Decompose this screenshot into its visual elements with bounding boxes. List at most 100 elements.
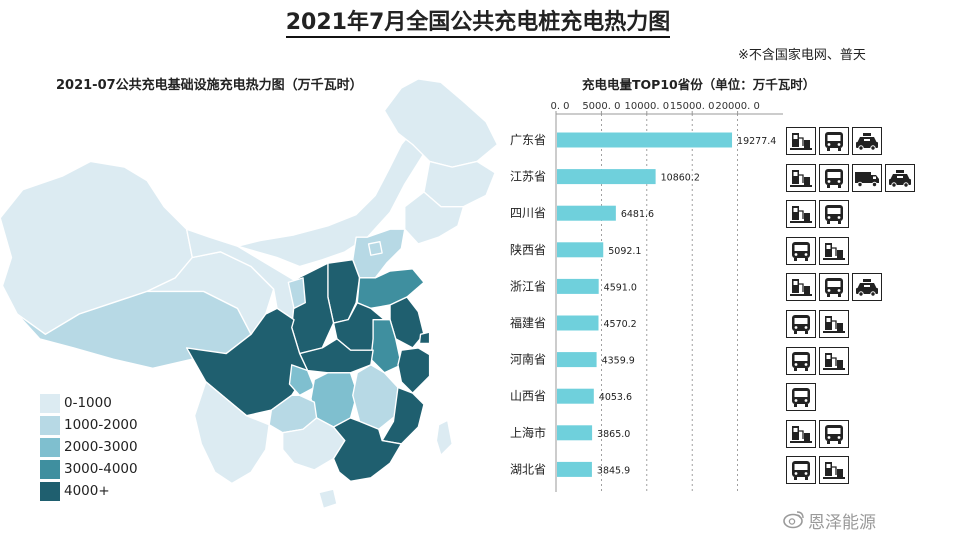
map-region-hubei	[298, 338, 374, 374]
category-label: 湖北省	[510, 461, 546, 476]
legend-label: 4000+	[64, 483, 110, 499]
charger-icon	[786, 200, 816, 229]
legend-item: 4000+	[40, 482, 170, 501]
page-title-text: 2021年7月全国公共充电桩充电热力图	[285, 10, 671, 38]
charger-icon	[786, 273, 816, 302]
legend-label: 2000-3000	[64, 439, 138, 455]
taxi-icon	[852, 127, 882, 155]
category-label: 四川省	[510, 206, 546, 220]
bar-chart-title: 充电电量TOP10省份（单位：万千瓦时）	[582, 77, 816, 92]
category-label: 河南省	[510, 352, 546, 367]
truck-icon	[852, 163, 882, 192]
charger-icon	[786, 127, 816, 155]
bar	[557, 461, 592, 477]
legend-label: 1000-2000	[64, 417, 138, 433]
map-region-guangdong	[332, 417, 403, 482]
bar	[557, 205, 616, 221]
bar	[557, 388, 594, 404]
map-region-hainan	[318, 488, 338, 510]
bar	[557, 278, 599, 294]
legend-item: 1000-2000	[40, 416, 170, 435]
value-label: 19277.4	[737, 136, 776, 147]
charger-icon	[786, 163, 816, 192]
bus-icon	[786, 310, 816, 338]
value-label: 4570.2	[603, 319, 636, 330]
bar	[557, 352, 597, 368]
charger-icon	[819, 310, 849, 338]
vehicle-icon-row	[786, 127, 882, 157]
vehicle-icon-row	[786, 310, 849, 340]
map-region-liaoning	[404, 191, 465, 245]
value-label: 4053.6	[599, 392, 632, 403]
x-tick-label: 20000. 0	[715, 101, 760, 112]
category-label: 广东省	[510, 133, 546, 147]
category-label: 陕西省	[510, 242, 546, 257]
bus-icon	[819, 127, 849, 155]
vehicle-icon-row	[786, 383, 816, 413]
map-region-chongqing	[288, 364, 316, 397]
bus-icon	[786, 236, 816, 265]
vehicle-icon-row	[786, 200, 849, 230]
bar	[557, 315, 599, 331]
vehicle-icon-row	[786, 456, 849, 486]
value-label: 3845.9	[597, 465, 630, 476]
x-tick-label: 10000. 0	[625, 101, 670, 112]
x-tick-label: 5000. 0	[582, 101, 620, 112]
legend-swatch	[40, 394, 60, 413]
charger-icon	[819, 456, 849, 485]
value-label: 4359.9	[602, 356, 635, 367]
vehicle-icon-row	[786, 419, 849, 450]
category-label: 江苏省	[510, 170, 546, 184]
vehicle-icon-row	[786, 273, 882, 303]
bus-icon	[819, 200, 849, 229]
category-label: 浙江省	[510, 279, 546, 293]
bar	[557, 242, 604, 258]
x-tick-label: 0. 0	[550, 101, 569, 112]
bus-icon	[786, 383, 816, 412]
value-label: 10860.2	[661, 173, 700, 184]
value-label: 3865.0	[597, 429, 630, 440]
bus-icon	[819, 419, 849, 448]
map-region-shanghai	[418, 331, 431, 345]
legend-label: 3000-4000	[64, 461, 138, 477]
legend-swatch	[40, 460, 60, 479]
legend-swatch	[40, 438, 60, 457]
legend-swatch	[40, 482, 60, 501]
category-label: 山西省	[510, 389, 546, 403]
value-label: 4591.0	[604, 282, 637, 293]
bar	[557, 132, 733, 148]
legend-swatch	[40, 416, 60, 435]
taxi-icon	[885, 163, 915, 192]
map-region-anhui	[370, 318, 403, 374]
charger-icon	[819, 346, 849, 375]
x-tick-label: 15000. 0	[670, 101, 715, 112]
legend-label: 0-1000	[64, 395, 112, 411]
page-title: 2021年7月全国公共充电桩充电热力图	[0, 4, 956, 38]
legend-item: 0-1000	[40, 394, 170, 413]
bus-icon	[819, 273, 849, 302]
bar	[557, 169, 656, 185]
map-region-fujian	[381, 386, 425, 445]
charger-icon	[786, 419, 816, 448]
map-region-heilongjiang	[383, 78, 499, 168]
bar	[557, 425, 593, 441]
data-note: ※不含国家电网、普天	[738, 48, 866, 63]
bus-icon	[819, 163, 849, 192]
vehicle-icon-row	[786, 163, 915, 194]
vehicle-icon-row	[786, 236, 849, 267]
category-label: 福建省	[510, 315, 546, 330]
legend-item: 3000-4000	[40, 460, 170, 479]
map-region-ningxia	[287, 277, 306, 310]
map-region-zhejiang	[397, 347, 431, 394]
weibo-logo-icon	[783, 511, 804, 529]
map-region-beijing	[367, 241, 383, 256]
china-heat-map	[0, 78, 499, 510]
watermark-text: 恩泽能源	[808, 513, 876, 533]
bus-icon	[786, 456, 816, 485]
value-label: 5092.1	[608, 246, 641, 257]
charger-icon	[819, 236, 849, 265]
taxi-icon	[852, 273, 882, 302]
bus-icon	[786, 346, 816, 375]
map-title: 2021-07公共充电基础设施充电热力图（万千瓦时）	[56, 78, 363, 93]
